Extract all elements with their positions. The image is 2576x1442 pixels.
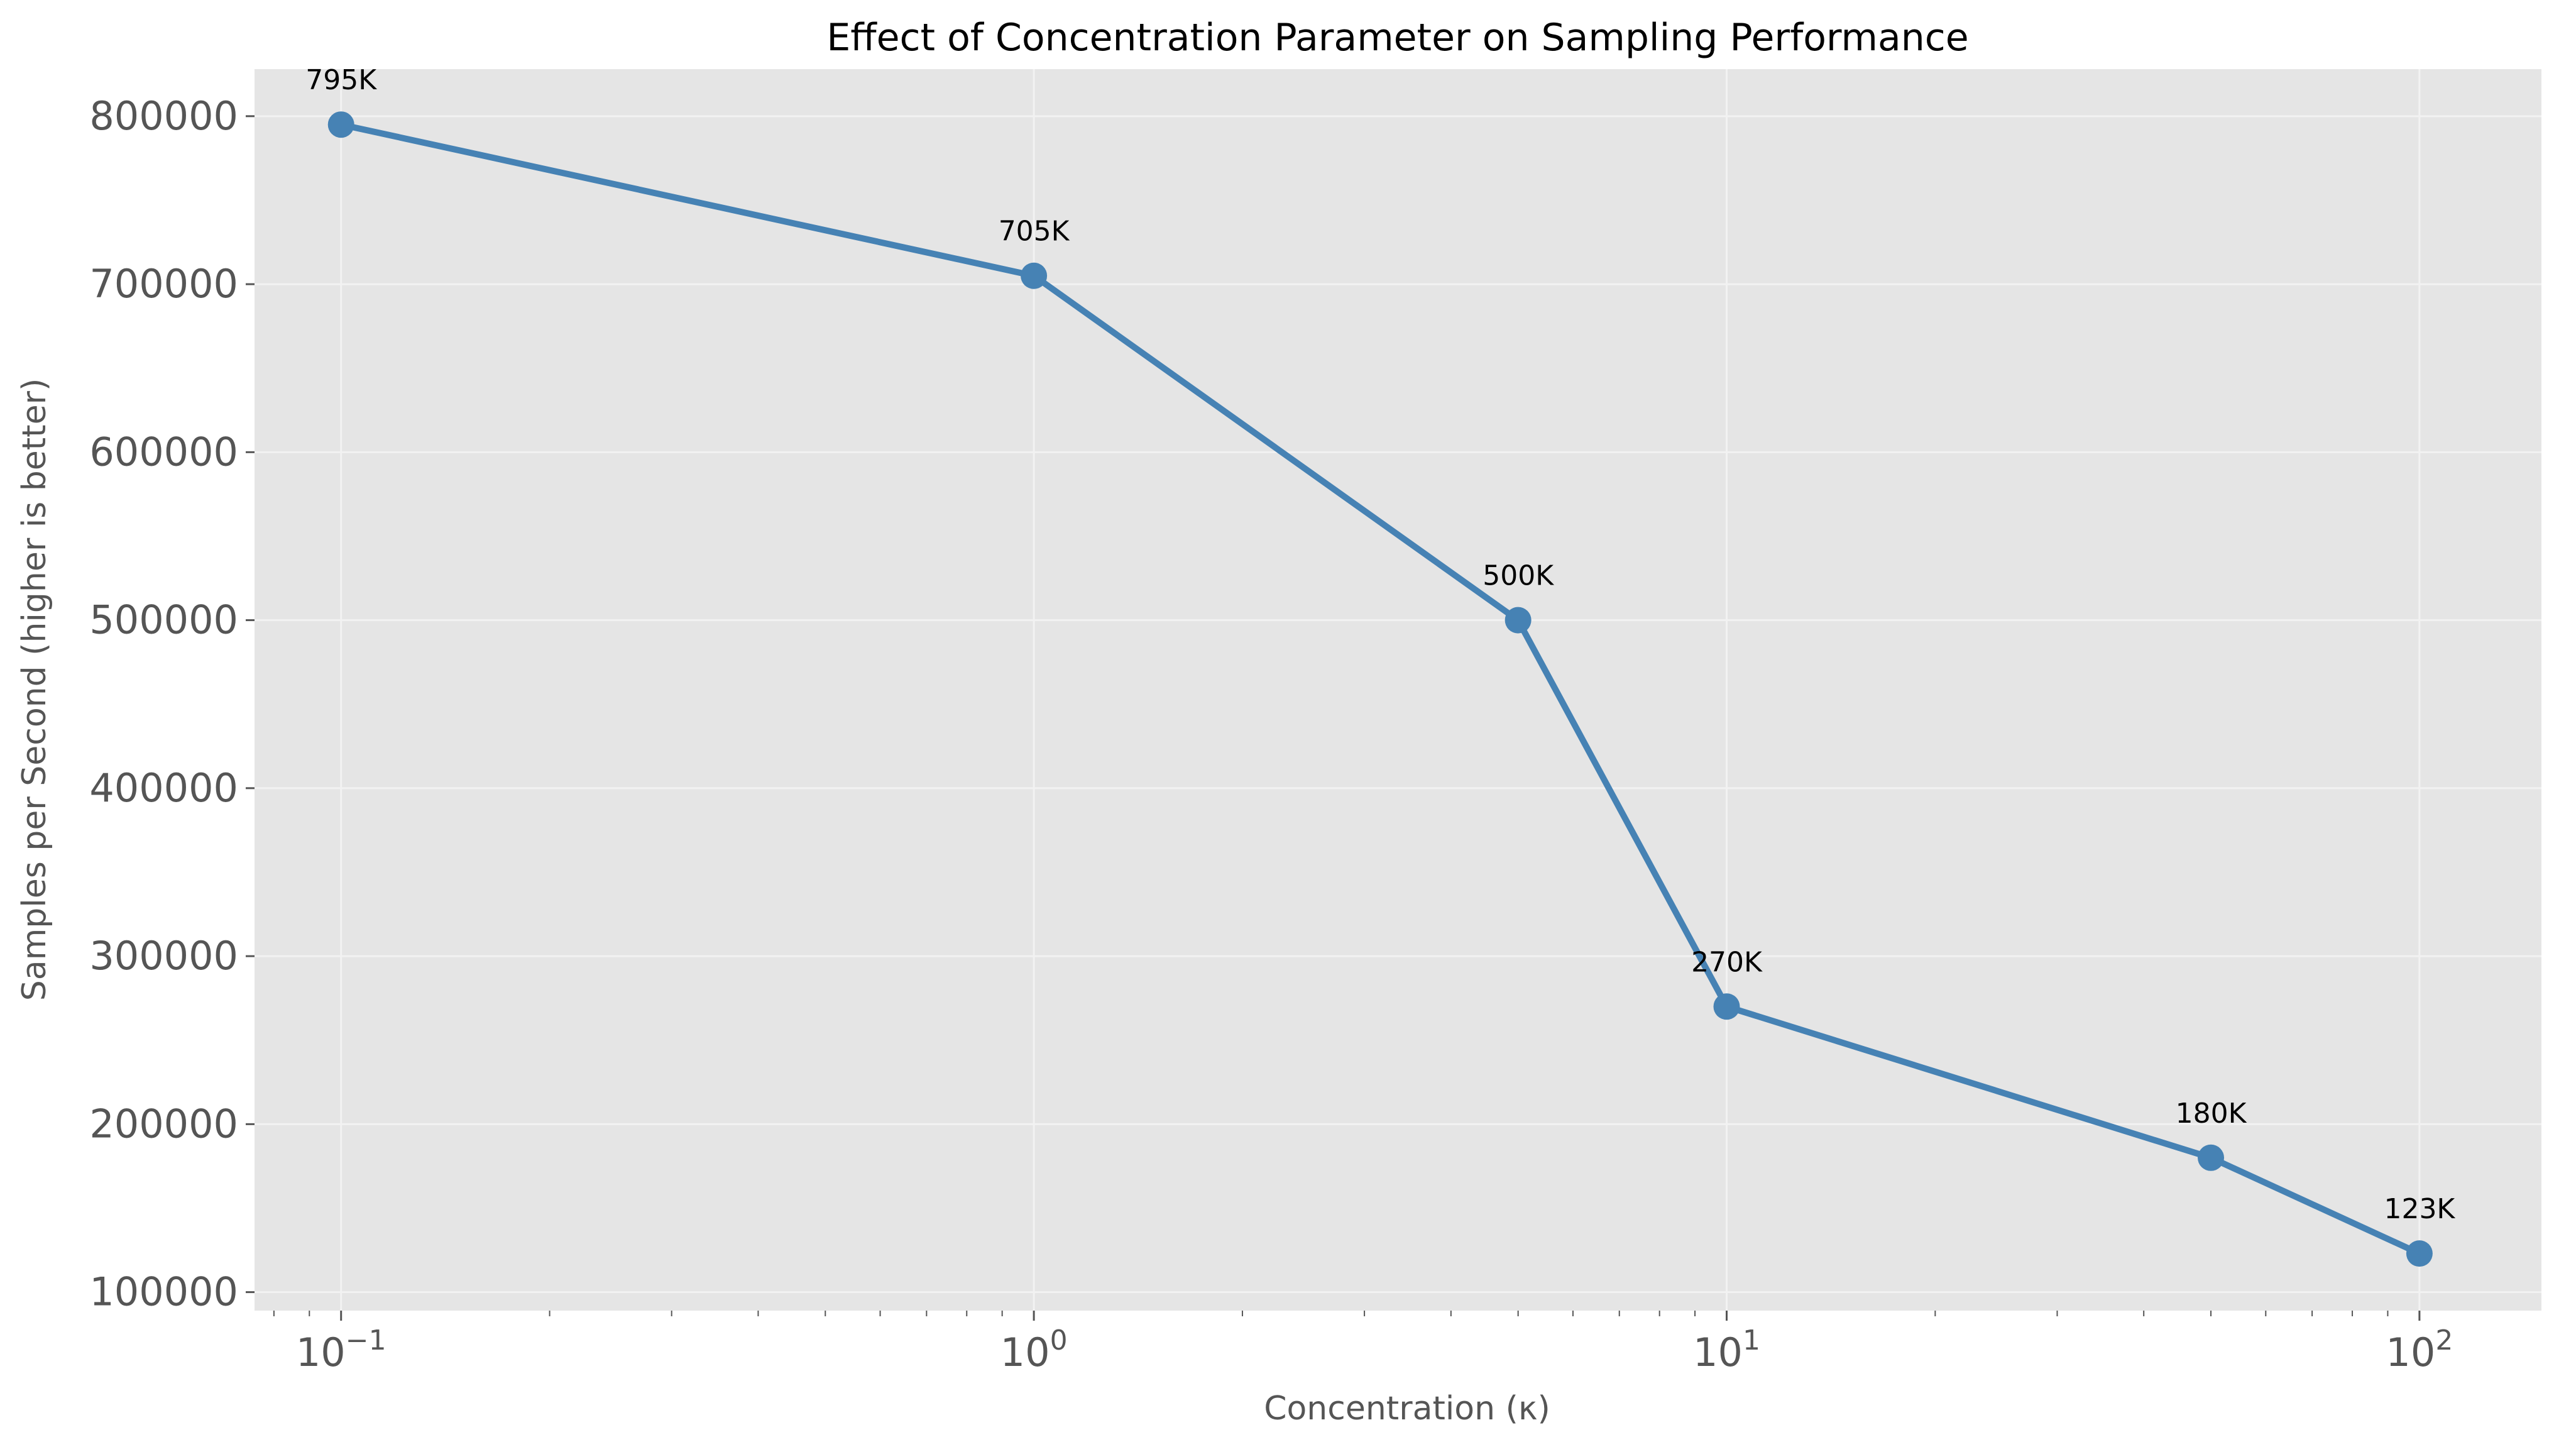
data-point [1713,993,1740,1020]
x-tick-label: 100 [1000,1324,1068,1375]
y-tick-label: 600000 [89,429,238,475]
y-tick-label: 500000 [89,597,238,643]
y-tick-label: 200000 [89,1101,238,1147]
data-label: 795K [305,64,377,96]
y-tick-label: 800000 [89,93,238,139]
data-point [1021,262,1048,289]
axis-ticks: 100000 200000 300000 400000 500000 600000 7000… [89,93,2453,1375]
data-point [2406,1240,2433,1267]
x-tick-label: 10−1 [296,1324,386,1375]
y-tick-label: 400000 [89,765,238,811]
series-line [337,121,2423,1257]
plot-area [255,69,2541,1311]
grid [255,69,2541,1311]
y-tick-label: 100000 [89,1269,238,1315]
y-axis-label: Samples per Second (higher is better) [16,378,53,1001]
chart-title: Effect of Concentration Parameter on Sam… [826,16,1968,60]
data-point [2198,1144,2225,1171]
x-tick-label: 102 [2386,1324,2453,1375]
y-tick-label: 700000 [89,261,238,307]
y-tick-label: 300000 [89,933,238,979]
data-label: 705K [999,216,1070,248]
data-point [1504,607,1532,634]
data-label: 180K [2176,1098,2247,1130]
data-point [327,111,354,138]
data-label: 270K [1691,946,1763,978]
data-label: 500K [1483,560,1554,592]
series [327,111,2433,1267]
x-axis-label: Concentration (κ) [1264,1390,1550,1428]
data-label: 123K [2384,1193,2455,1225]
data-labels: 795K 705K 500K 270K 180K 123K [305,64,2455,1225]
x-tick-label: 101 [1693,1324,1760,1375]
